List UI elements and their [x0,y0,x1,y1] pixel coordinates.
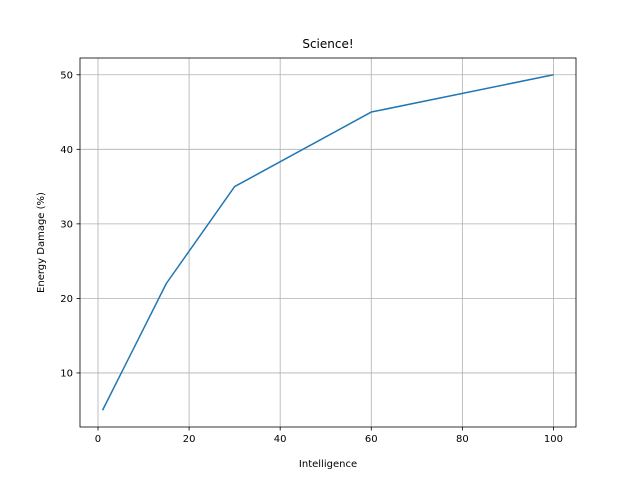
y-tick-label: 50 [60,70,73,81]
x-tick-label: 20 [183,434,196,445]
y-axis-label: Energy Damage (%) [36,192,47,293]
x-tick-label: 80 [456,434,469,445]
y-tick-label: 30 [60,219,73,230]
x-axis-label: Intelligence [299,459,357,470]
x-tick-label: 60 [365,434,378,445]
x-tick-label: 0 [95,434,101,445]
x-tick-label: 40 [274,434,287,445]
x-tick-label: 100 [544,434,563,445]
data-line [101,74,554,411]
chart-title: Science! [302,37,353,51]
plot-frame [79,57,577,428]
y-tick-label: 40 [60,145,73,156]
y-tick-label: 20 [60,294,73,305]
y-tick-label: 10 [60,368,73,379]
